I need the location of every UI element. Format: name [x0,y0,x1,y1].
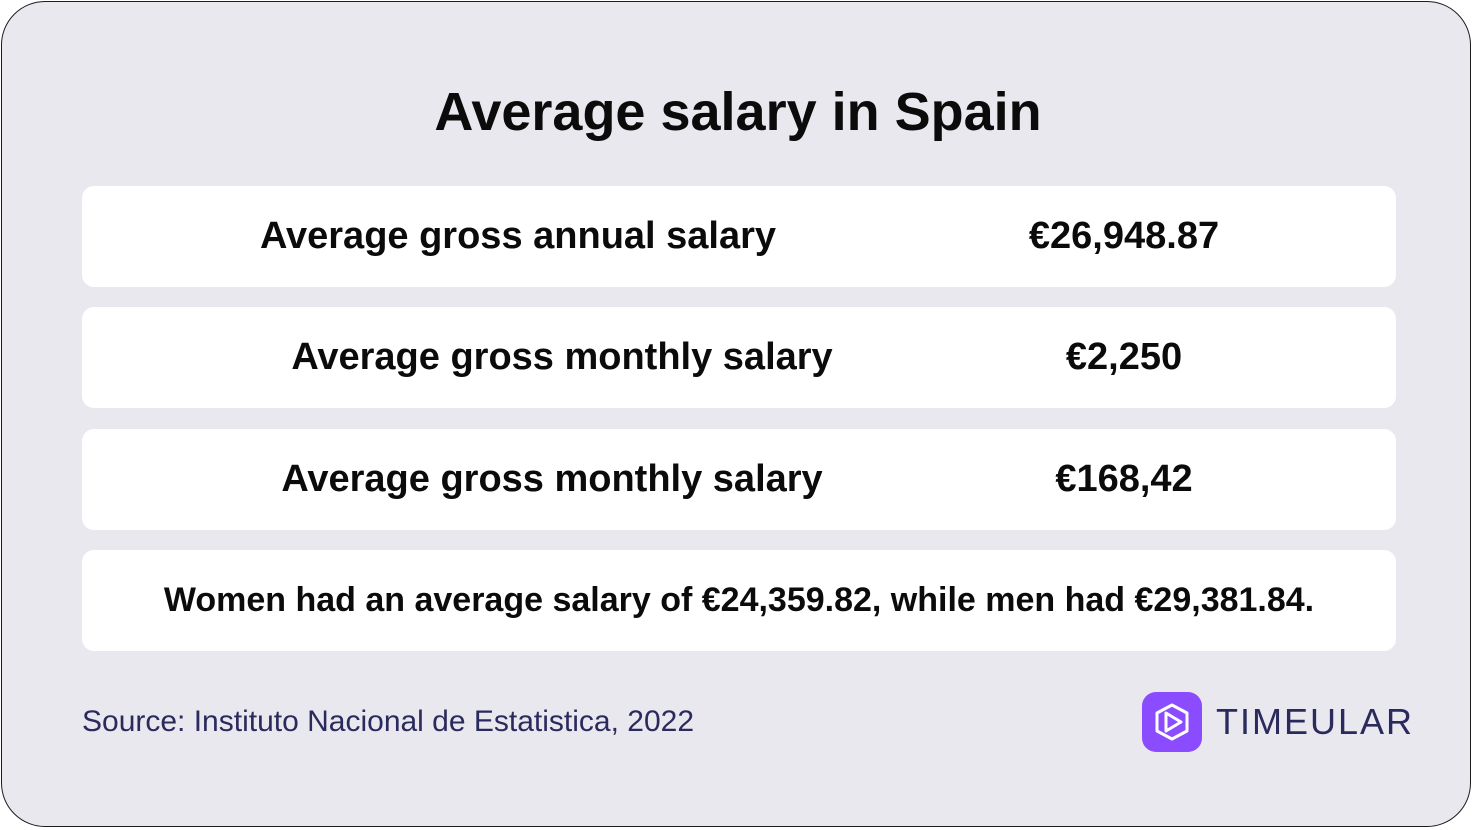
play-hexagon-icon [1142,692,1202,752]
salary-row-monthly: Average gross monthly salary €2,250 [82,307,1396,408]
row-value: €168,42 [1055,458,1193,500]
gender-note-row: Women had an average salary of €24,359.8… [82,550,1396,651]
row-value: €26,948.87 [1028,215,1220,257]
row-label: Average gross monthly salary [291,336,833,378]
gender-note: Women had an average salary of €24,359.8… [163,581,1315,619]
salary-row-annual: Average gross annual salary €26,948.87 [82,186,1396,287]
row-label: Average gross annual salary [259,215,777,257]
source-caption: Source: Instituto Nacional de Estatistic… [82,705,695,738]
row-label: Average gross monthly salary [281,458,823,500]
logo-wordmark: TIMEULAR [1216,701,1415,742]
page-title: Average salary in Spain [434,82,1042,142]
timeular-logo: TIMEULAR [1142,692,1414,752]
salary-row-monthly-2: Average gross monthly salary €168,42 [82,429,1396,530]
row-value: €2,250 [1065,336,1183,378]
